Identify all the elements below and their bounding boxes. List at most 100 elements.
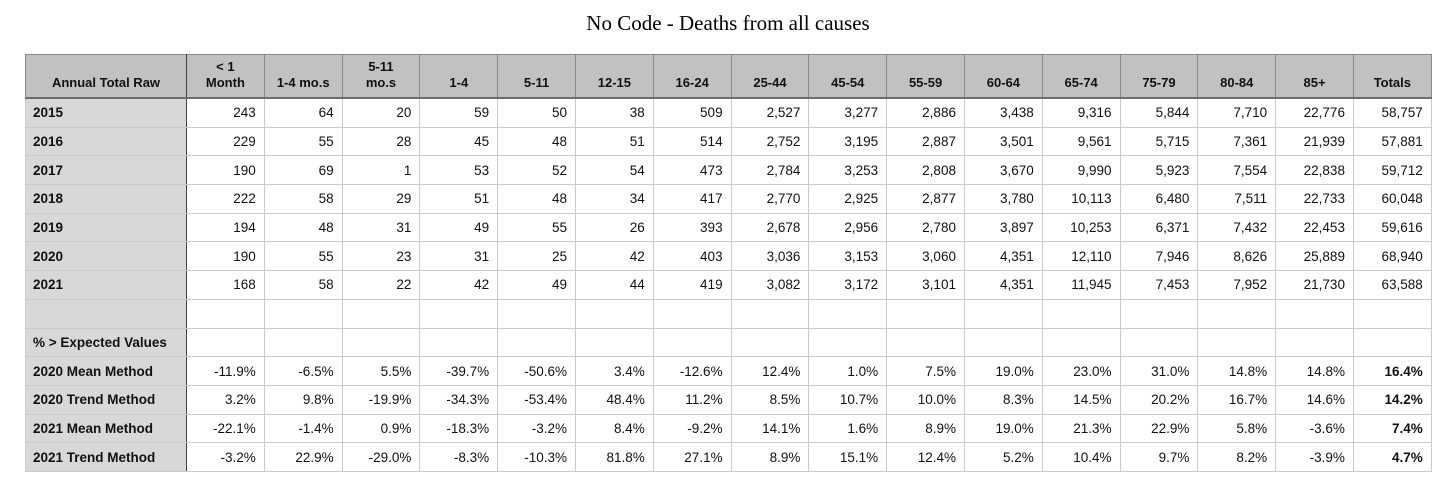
cell: 14.1%: [730, 413, 810, 444]
column-header: 60-64: [963, 54, 1043, 99]
row-label: 2020 Mean Method: [25, 356, 187, 386]
cell: 58,757: [1352, 97, 1432, 128]
column-header: 16-24: [652, 54, 732, 99]
cell: 3,101: [886, 270, 965, 300]
cell: 7.5%: [886, 356, 965, 386]
cell: -11.9%: [186, 356, 265, 386]
cell: 0.9%: [341, 413, 421, 444]
cell: 509: [652, 97, 732, 128]
cell: [886, 298, 965, 329]
cell: -1.4%: [263, 413, 343, 444]
cell: -18.3%: [419, 413, 499, 444]
cell: [808, 327, 888, 358]
cell: 5,844: [1119, 97, 1199, 128]
cell: 7,952: [1197, 270, 1277, 300]
column-header: 1-4 mo.s: [263, 54, 343, 99]
cell: 222: [186, 184, 265, 214]
column-header: Annual Total Raw: [25, 54, 187, 99]
row-label: % > Expected Values: [25, 327, 187, 358]
cell: 51: [419, 184, 499, 214]
cell: 5,923: [1119, 155, 1199, 186]
cell: 8.5%: [730, 384, 810, 415]
header-row: Annual Total Raw < 1 Month 1-4 mo.s 5-11 mo…: [25, 54, 1432, 99]
table-header: Annual Total Raw < 1 Month 1-4 mo.s 5-11 mo…: [25, 54, 1432, 99]
cell: 3,897: [963, 212, 1043, 243]
cell: 3,253: [808, 155, 888, 186]
cell: 2,752: [730, 126, 810, 157]
cell: -3.2%: [186, 442, 265, 472]
cell: 49: [497, 270, 576, 300]
cell: 60,048: [1352, 184, 1432, 214]
cell: 15.1%: [808, 442, 888, 472]
cell: 81.8%: [574, 442, 654, 472]
table-row: 2020 Trend Method 3.2% 9.8% -19.9% -34.3% -53…: [25, 384, 1432, 415]
cell: 2,877: [886, 184, 965, 214]
cell: 9.7%: [1119, 442, 1199, 472]
cell: 8.2%: [1197, 442, 1277, 472]
column-header: 55-59: [886, 54, 965, 99]
cell: [1352, 298, 1432, 329]
cell: 22,733: [1275, 184, 1354, 214]
column-header: 65-74: [1041, 54, 1121, 99]
cell: 22,838: [1275, 155, 1354, 186]
cell: 7,453: [1119, 270, 1199, 300]
cell: 7,554: [1197, 155, 1277, 186]
cell: [1119, 298, 1199, 329]
cell: 3,780: [963, 184, 1043, 214]
cell: [574, 298, 654, 329]
cell: 6,480: [1119, 184, 1199, 214]
cell: 6,371: [1119, 212, 1199, 243]
row-label: 2019: [25, 212, 187, 243]
cell: 25: [497, 241, 576, 272]
cell: [1275, 327, 1354, 358]
row-label: 2015: [25, 97, 187, 128]
cell: -34.3%: [419, 384, 499, 415]
cell: [574, 327, 654, 358]
table-row: 2021 168 58 22 42 49 44 419 3,082 3,172 3,101 4,351…: [25, 270, 1432, 300]
cell: 19.0%: [963, 413, 1043, 444]
cell: [1197, 298, 1277, 329]
cell: [730, 327, 810, 358]
cell: -50.6%: [497, 356, 576, 386]
cell: 9.8%: [263, 384, 343, 415]
cell: 3,670: [963, 155, 1043, 186]
cell: -8.3%: [419, 442, 499, 472]
cell: 29: [341, 184, 421, 214]
cell: 7,511: [1197, 184, 1277, 214]
cell: 21.3%: [1041, 413, 1121, 444]
cell: 38: [574, 97, 654, 128]
column-header: 25-44: [730, 54, 810, 99]
cell: 2,780: [886, 212, 965, 243]
cell: -29.0%: [341, 442, 421, 472]
column-header: 45-54: [808, 54, 888, 99]
cell: 12.4%: [730, 356, 810, 386]
cell: 10,113: [1041, 184, 1121, 214]
cell: 2,527: [730, 97, 810, 128]
cell: 2,784: [730, 155, 810, 186]
cell: 48: [497, 184, 576, 214]
cell: 54: [574, 155, 654, 186]
cell: [808, 298, 888, 329]
cell: 42: [419, 270, 499, 300]
cell: 50: [497, 97, 576, 128]
cell: 473: [652, 155, 732, 186]
cell: 31: [341, 212, 421, 243]
row-label: 2018: [25, 184, 187, 214]
cell: 69: [263, 155, 343, 186]
cell: 403: [652, 241, 732, 272]
cell: 48: [497, 126, 576, 157]
cell: 14.8%: [1197, 356, 1277, 386]
cell: 4,351: [963, 241, 1043, 272]
cell: 10.7%: [808, 384, 888, 415]
cell: -3.9%: [1275, 442, 1354, 472]
cell: 68,940: [1352, 241, 1432, 272]
cell: 14.5%: [1041, 384, 1121, 415]
cell: 22,453: [1275, 212, 1354, 243]
cell: 53: [419, 155, 499, 186]
cell: 190: [186, 241, 265, 272]
table-row: 2016 229 55 28 45 48 51 514 2,752 3,195 2,887 3,501…: [25, 126, 1432, 157]
cell: [652, 327, 732, 358]
table-row: 2021 Mean Method -22.1% -1.4% 0.9% -18.3% -3.…: [25, 413, 1432, 444]
cell: 8.9%: [730, 442, 810, 472]
